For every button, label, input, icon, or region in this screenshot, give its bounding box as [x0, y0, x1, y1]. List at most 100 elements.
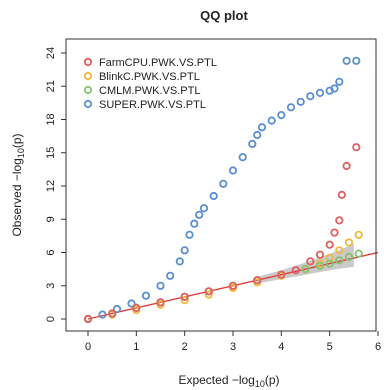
point-super — [190, 219, 199, 228]
point-super — [277, 111, 286, 120]
point-farmcpu — [253, 276, 262, 285]
x-tick-label: 5 — [327, 341, 333, 353]
point-farmcpu — [180, 292, 189, 301]
point-farmcpu — [277, 270, 286, 279]
y-tick-label: 21 — [45, 80, 57, 92]
legend-item-farmcpu: FarmCPU.PWK.VS.PTL — [83, 57, 217, 69]
point-farmcpu — [325, 240, 334, 249]
point-super — [238, 153, 247, 162]
point-super — [156, 281, 165, 290]
y-tick-label: 15 — [45, 147, 57, 159]
point-cmlm — [344, 252, 354, 261]
plot-frame — [65, 38, 377, 332]
legend-marker — [83, 99, 93, 109]
point-super — [306, 92, 315, 101]
legend-label: CMLM.PWK.VS.PTL — [99, 85, 200, 97]
point-cmlm — [301, 264, 310, 274]
x-tick-label: 0 — [85, 341, 91, 353]
point-super — [315, 88, 325, 98]
series-blinkc — [83, 230, 363, 324]
point-blinkc — [344, 238, 354, 247]
point-super — [228, 166, 238, 175]
point-super — [209, 191, 218, 201]
point-super — [267, 116, 276, 125]
point-blinkc — [180, 296, 189, 305]
y-axis: 0 3 6 9 12 15 18 21 24 — [45, 47, 66, 322]
point-farmcpu — [335, 216, 344, 225]
x-tick-label: 4 — [278, 341, 284, 353]
point-farmcpu — [291, 266, 300, 275]
x-tick-label: 2 — [182, 341, 188, 353]
point-farmcpu — [342, 161, 351, 171]
y-tick-label: 24 — [45, 47, 57, 59]
points-layer — [83, 56, 363, 324]
legend-marker — [83, 85, 93, 95]
point-super — [195, 210, 204, 219]
point-farmcpu — [108, 309, 117, 318]
point-super — [219, 179, 228, 188]
point-farmcpu — [352, 143, 361, 152]
point-super — [352, 56, 361, 65]
point-super — [180, 246, 189, 255]
y-tick-label: 6 — [45, 249, 57, 255]
point-super — [141, 291, 151, 300]
point-super — [330, 84, 339, 93]
y-axis-label: Observed −log10(p) — [10, 133, 26, 236]
x-tick-label: 6 — [375, 341, 381, 353]
point-super — [335, 77, 344, 86]
point-farmcpu — [204, 287, 213, 296]
point-farmcpu — [306, 257, 315, 266]
point-super — [257, 123, 267, 132]
legend-label: SUPER.PWK.VS.PTL — [99, 99, 206, 111]
point-super — [166, 271, 175, 280]
point-super — [199, 204, 209, 213]
x-axis-label: Expected −log10(p) — [178, 373, 279, 389]
point-super — [112, 304, 122, 314]
legend-marker — [83, 57, 93, 67]
point-super — [98, 310, 107, 319]
legend-item-super: SUPER.PWK.VS.PTL — [83, 99, 206, 111]
x-tick-label: 1 — [133, 341, 139, 353]
series-super — [83, 56, 361, 324]
point-super — [286, 103, 296, 112]
point-super — [185, 230, 194, 239]
legend-item-cmlm: CMLM.PWK.VS.PTL — [83, 85, 200, 97]
point-super — [253, 130, 262, 140]
reference-line-layer — [87, 251, 379, 320]
point-farmcpu — [330, 228, 339, 237]
y-tick-label: 12 — [45, 180, 57, 192]
y-tick-label: 3 — [45, 283, 57, 289]
point-cmlm — [354, 249, 363, 258]
point-super — [296, 97, 305, 106]
confidence-band — [257, 243, 354, 284]
legend-item-blinkc: BlinkC.PWK.VS.PTL — [83, 71, 200, 83]
series-farmcpu — [83, 143, 361, 324]
point-super — [127, 299, 136, 308]
legend: FarmCPU.PWK.VS.PTL BlinkC.PWK.VS.PTL CMLM.… — [83, 57, 217, 111]
point-farmcpu — [337, 190, 346, 199]
y-tick-label: 0 — [45, 316, 57, 322]
point-super — [175, 257, 184, 266]
reference-line — [87, 251, 379, 320]
point-blinkc — [335, 246, 344, 255]
chart-title: QQ plot — [200, 8, 248, 23]
x-tick-label: 3 — [230, 341, 236, 353]
legend-label: FarmCPU.PWK.VS.PTL — [99, 57, 217, 69]
point-farmcpu — [83, 314, 93, 324]
point-blinkc — [354, 230, 363, 239]
point-farmcpu — [228, 281, 238, 290]
x-axis: 0 1 2 3 4 5 6 — [85, 331, 381, 353]
point-farmcpu — [132, 303, 141, 312]
point-super — [342, 56, 351, 65]
point-farmcpu — [156, 298, 165, 307]
point-blinkc — [204, 290, 213, 299]
point-cmlm — [325, 259, 334, 268]
legend-marker — [83, 71, 93, 81]
point-farmcpu — [315, 250, 325, 259]
confidence-band-layer — [257, 243, 354, 284]
point-cmlm — [315, 261, 325, 270]
y-tick-label: 9 — [45, 216, 57, 222]
legend-label: BlinkC.PWK.VS.PTL — [99, 71, 200, 83]
point-super — [248, 139, 257, 148]
